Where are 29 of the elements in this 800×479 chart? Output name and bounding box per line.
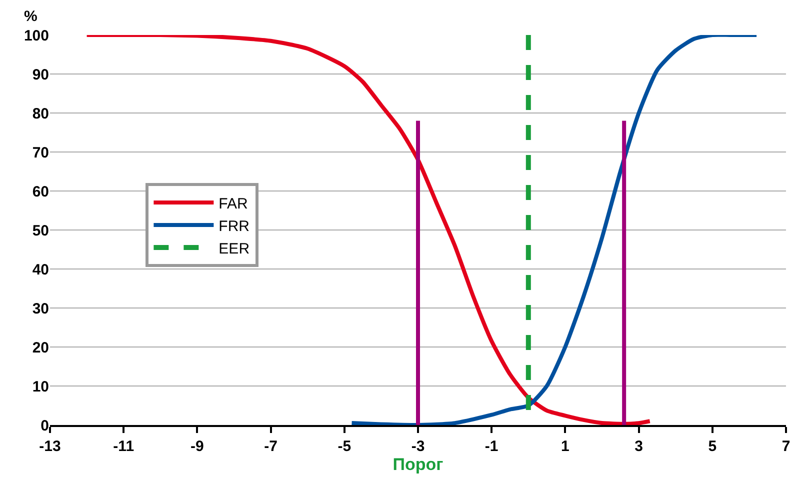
y-tick-label: 40 [32, 261, 49, 278]
y-tick-label: 90 [32, 66, 49, 84]
y-tick-label: 60 [32, 183, 49, 200]
y-tick-label: 0 [40, 417, 49, 434]
x-tick-label: 7 [782, 438, 790, 455]
y-tick-label: 30 [32, 300, 49, 318]
y-tick-label: 100 [24, 27, 49, 44]
x-tick-label: -13 [39, 438, 61, 455]
y-axis-title: % [24, 8, 38, 25]
y-tick-label: 10 [32, 378, 49, 396]
legend-label: EER [218, 240, 250, 258]
x-tick-label: 5 [708, 438, 717, 455]
legend-label: FRR [218, 218, 250, 235]
x-tick-label: -9 [190, 438, 204, 455]
x-tick-label: -3 [411, 438, 425, 455]
x-tick-label: -1 [484, 438, 498, 455]
x-tick-label: 1 [561, 438, 570, 455]
legend-label: FAR [218, 195, 248, 212]
y-tick-label: 80 [32, 105, 49, 122]
x-tick-label: -11 [113, 438, 134, 455]
line-series [350, 35, 759, 425]
x-tick-label: -7 [264, 438, 278, 455]
y-tick-label: 50 [32, 222, 49, 240]
x-tick-label: 3 [634, 438, 643, 455]
x-axis-title: Порог [392, 455, 444, 474]
y-tick-label: 20 [32, 339, 49, 356]
y-tick-label: 70 [32, 144, 49, 162]
line-series [84, 35, 652, 425]
x-tick-label: -5 [338, 438, 352, 455]
